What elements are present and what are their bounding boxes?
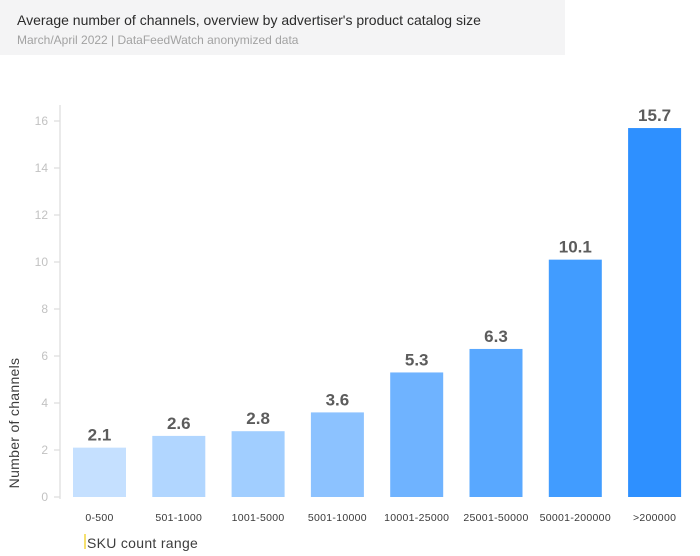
x-tick-label: 1001-5000 <box>232 512 285 524</box>
bar <box>390 372 444 497</box>
y-tick-label: 10 <box>35 255 49 269</box>
bar-value-label: 2.1 <box>88 426 112 445</box>
x-tick-label: 25001-50000 <box>463 512 528 524</box>
y-tick-label: 14 <box>35 161 49 175</box>
bars: 2.1 2.6 2.8 3.6 5.3 6.3 10.1 15.7 <box>73 106 682 498</box>
y-tick-label: 0 <box>41 490 48 504</box>
bar <box>73 447 126 497</box>
y-tick-label: 12 <box>35 208 49 222</box>
y-tick-label: 8 <box>41 302 48 316</box>
bar <box>231 431 285 497</box>
x-tick-label: >200000 <box>633 512 676 524</box>
bar-value-label: 6.3 <box>484 327 508 346</box>
chart-title: Average number of channels, overview by … <box>17 12 481 28</box>
x-axis-title: SKU count range <box>87 535 198 551</box>
bar-value-label: 2.8 <box>246 409 270 428</box>
bar <box>152 435 206 497</box>
x-tick-label: 0-500 <box>85 512 113 524</box>
bar <box>548 259 602 497</box>
y-tick-label: 2 <box>41 443 48 457</box>
bar-value-label: 10.1 <box>559 238 592 257</box>
y-tick-label: 6 <box>41 349 48 363</box>
y-tick-label: 4 <box>41 396 48 410</box>
y-tick-label: 16 <box>35 114 49 128</box>
bar <box>310 412 364 497</box>
y-axis: 0 2 4 6 8 10 12 14 16 <box>35 105 61 504</box>
bar-value-label: 5.3 <box>405 350 429 369</box>
x-tick-label: 5001-10000 <box>308 512 367 524</box>
bar-value-label: 15.7 <box>638 106 671 125</box>
y-axis-title: Number of channels <box>6 358 22 489</box>
x-axis-title-marker <box>84 534 86 549</box>
x-tick-label: 501-1000 <box>155 512 202 524</box>
x-tick-label: 50001-200000 <box>540 512 611 524</box>
x-axis-labels: 0-500 501-1000 1001-5000 5001-10000 10001-25… <box>85 512 676 524</box>
x-tick-label: 10001-25000 <box>384 512 449 524</box>
bar-value-label: 2.6 <box>167 414 191 433</box>
bar <box>469 348 523 497</box>
bar <box>628 128 682 498</box>
chart-header: Average number of channels, overview by … <box>0 0 565 55</box>
chart-subtitle: March/April 2022 | DataFeedWatch anonymi… <box>17 33 299 47</box>
bar-value-label: 3.6 <box>326 390 350 409</box>
